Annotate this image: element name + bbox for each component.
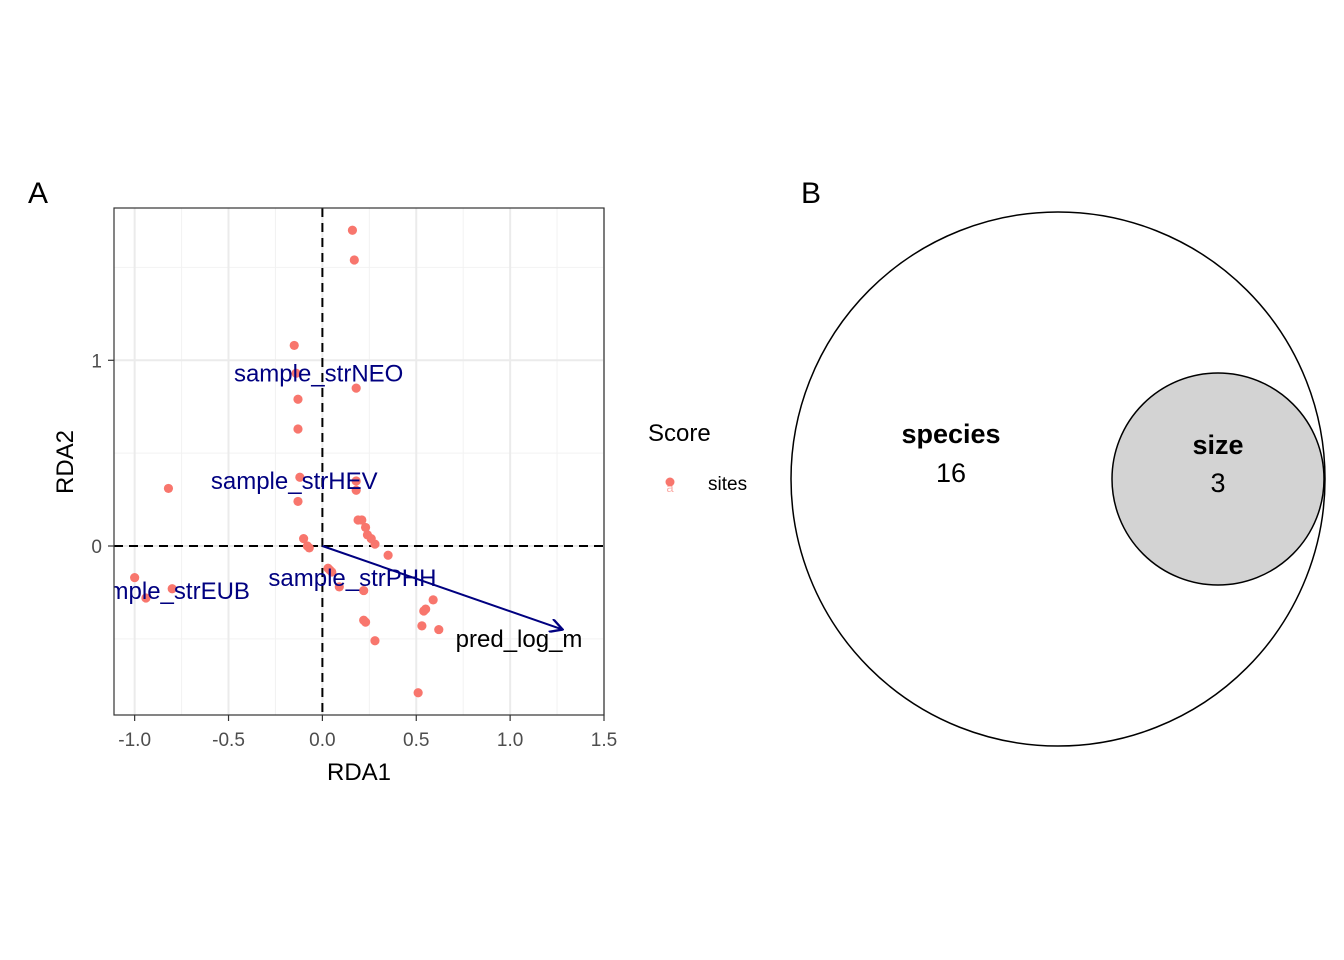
legend-key-glyph: a <box>666 480 674 495</box>
plot-border <box>113 207 605 716</box>
site-point <box>360 617 371 627</box>
grid-minor <box>114 208 604 715</box>
x-tick-label: 1.0 <box>497 730 523 751</box>
site-point <box>304 543 314 553</box>
site-point <box>130 572 140 583</box>
site-point <box>360 522 371 533</box>
x-tick-label: 0.0 <box>309 730 335 751</box>
site-point <box>289 340 299 351</box>
site-point <box>293 394 303 404</box>
legend-title: Score <box>648 420 711 447</box>
site-point <box>347 225 358 235</box>
site-point <box>163 483 174 494</box>
site-point <box>370 636 380 646</box>
site-point <box>428 595 438 605</box>
panel-a-label: A <box>28 177 48 210</box>
venn-label-species: species <box>901 419 1000 449</box>
venn-circle-species <box>790 211 1326 747</box>
x-tick-label: -0.5 <box>212 730 245 751</box>
venn-count-species: 16 <box>936 458 966 488</box>
site-point <box>327 567 337 577</box>
legend-entry-label: sites <box>708 474 747 495</box>
site-point <box>383 550 393 560</box>
site-point <box>351 485 361 495</box>
species-labels: sample_strNEO sample_strHEV sample_strEUB s… <box>83 360 436 605</box>
x-tick-label: 0.5 <box>403 730 429 751</box>
venn-count-size: 3 <box>1210 468 1225 498</box>
venn-circle-size <box>1111 372 1325 586</box>
site-point <box>359 585 369 596</box>
legend: Score a sites <box>648 420 747 495</box>
x-tick-label: 1.5 <box>591 730 617 751</box>
site-point <box>295 472 305 482</box>
site-point <box>293 424 303 434</box>
site-point <box>370 539 380 549</box>
arrow-pred-log-m <box>322 545 562 630</box>
site-point <box>293 496 303 507</box>
panel-b-label: B <box>801 177 821 210</box>
site-point <box>419 606 429 616</box>
species-label: sample_strHEV <box>211 468 378 495</box>
site-point <box>299 533 309 544</box>
site-point <box>351 476 361 486</box>
site-point <box>141 593 151 603</box>
site-point <box>351 383 361 393</box>
y-tick-label: 0 <box>91 537 102 558</box>
arrow-label: pred_log_m <box>456 626 583 653</box>
site-point <box>357 515 367 525</box>
site-point <box>417 621 427 631</box>
site-point <box>167 584 177 594</box>
site-point <box>291 368 301 378</box>
panel-b: B species 16 size 3 <box>790 177 1326 747</box>
venn-label-size: size <box>1192 430 1243 460</box>
legend-key-point <box>665 477 675 487</box>
site-point <box>413 688 423 698</box>
biplot-arrows: pred_log_m <box>322 545 583 653</box>
plot-background <box>114 208 604 715</box>
species-label: sample_strPHH <box>268 565 436 592</box>
x-tick-label: -1.0 <box>118 730 151 751</box>
y-axis-label: RDA2 <box>52 430 79 494</box>
y-tick-label: 1 <box>91 351 102 372</box>
sites-points <box>130 225 444 698</box>
species-label: sample_strEUB <box>83 578 250 605</box>
y-axis-ticks: 01 <box>91 351 114 558</box>
panel-a: A pred_log_m sample_strNEOsample_strHEVs… <box>28 177 747 786</box>
x-axis-label: RDA1 <box>327 759 391 786</box>
site-point <box>434 624 444 635</box>
site-point <box>349 255 359 265</box>
site-point <box>334 582 344 592</box>
x-axis-ticks: -1.0 -0.5 0.0 0.5 1.0 1.5 <box>118 715 617 751</box>
species-label: sample_strNEO <box>234 360 403 387</box>
